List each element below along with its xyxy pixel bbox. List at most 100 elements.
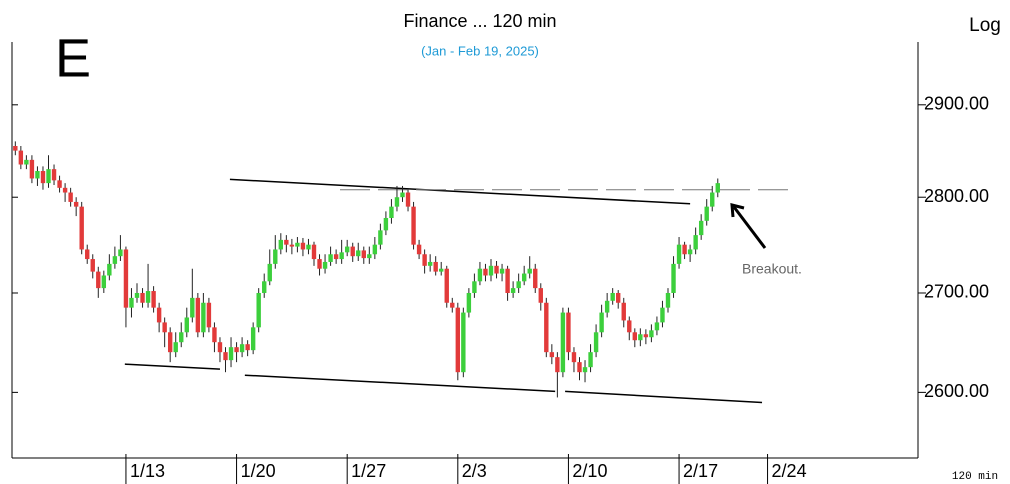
candle-body xyxy=(195,297,201,333)
candle-body xyxy=(24,159,29,165)
x-tick-label: 2/17 xyxy=(683,461,718,481)
candle-body xyxy=(234,347,239,353)
candle-body xyxy=(344,246,350,253)
scale-label: Log xyxy=(969,15,1001,36)
y-tick-label: 2700.00 xyxy=(924,282,989,302)
candle-body xyxy=(560,312,566,373)
x-tick-label: 2/24 xyxy=(772,461,807,481)
candle-body xyxy=(356,250,361,257)
candle-body xyxy=(57,180,62,188)
candle-body xyxy=(306,244,311,250)
candle-body xyxy=(427,261,433,266)
candle-body xyxy=(339,252,344,260)
candle-body xyxy=(638,334,643,341)
candle-body xyxy=(96,271,101,289)
candle-body xyxy=(156,307,162,323)
candle-body xyxy=(29,159,35,179)
y-tick-label: 2800.00 xyxy=(924,186,989,206)
candle-body xyxy=(389,206,394,218)
candle-body xyxy=(577,362,582,373)
candle-body xyxy=(289,244,295,247)
candle-body xyxy=(450,302,455,308)
x-tick-label: 2/10 xyxy=(572,461,607,481)
candle-body xyxy=(411,206,416,245)
candle-body xyxy=(190,297,195,318)
candle-body xyxy=(228,347,234,361)
candle-body xyxy=(704,206,709,221)
candle-body xyxy=(145,291,151,303)
candle-body xyxy=(129,297,134,308)
candle-body xyxy=(123,249,129,308)
candle-body xyxy=(62,187,68,193)
candle-body xyxy=(262,281,267,293)
y-tick-label: 2600.00 xyxy=(924,381,989,401)
candle-body xyxy=(35,171,40,179)
candle-body xyxy=(494,265,499,274)
x-tick-label: 1/27 xyxy=(351,461,386,481)
candle-body xyxy=(566,312,571,353)
candle-body xyxy=(510,288,516,293)
candle-body xyxy=(627,320,632,333)
candle-body xyxy=(416,244,422,255)
candle-body xyxy=(461,312,466,373)
chart-title: Finance ... 120 min xyxy=(403,11,556,31)
candle-body xyxy=(405,192,411,207)
candle-body xyxy=(173,342,178,353)
candle-body xyxy=(400,192,405,198)
candle-body xyxy=(544,302,549,353)
chart-subtitle: (Jan - Feb 19, 2025) xyxy=(421,43,539,58)
candle-body xyxy=(18,150,24,165)
candle-body xyxy=(549,352,555,358)
x-tick-label: 2/3 xyxy=(462,461,487,481)
candle-body xyxy=(361,250,366,259)
candle-body xyxy=(649,330,654,338)
candle-body xyxy=(278,239,284,250)
trendline xyxy=(229,178,691,205)
candle-body xyxy=(527,268,532,274)
candle-body xyxy=(671,263,676,293)
candle-body xyxy=(107,263,112,276)
candle-body xyxy=(85,249,90,260)
candle-body xyxy=(245,344,250,351)
candle-body xyxy=(367,254,372,259)
candle-body xyxy=(101,275,107,289)
candle-body xyxy=(212,327,217,343)
candle-body xyxy=(333,254,339,260)
candle-body xyxy=(444,268,449,303)
candle-body xyxy=(40,171,46,184)
candle-body xyxy=(217,342,223,353)
candle-body xyxy=(179,332,184,343)
annotation: Breakout. xyxy=(742,261,802,277)
candle-body xyxy=(687,249,693,255)
candle-body xyxy=(483,268,488,276)
candle-body xyxy=(521,273,527,282)
candle-body xyxy=(616,292,621,303)
trendline xyxy=(124,363,221,370)
trendline xyxy=(244,374,556,393)
panel-letter: E xyxy=(55,28,91,88)
candle-body xyxy=(273,249,278,264)
trendline xyxy=(565,390,763,404)
candle-body xyxy=(439,268,444,272)
candle-body xyxy=(593,332,599,353)
candle-body xyxy=(118,249,123,257)
candle-body xyxy=(350,246,355,257)
candle-body xyxy=(201,302,206,333)
candle-body xyxy=(571,352,577,363)
candle-body xyxy=(68,192,73,202)
candle-body xyxy=(206,302,212,328)
candle-body xyxy=(715,183,720,193)
candle-body xyxy=(223,352,228,361)
candle-body xyxy=(90,259,95,272)
candle-body xyxy=(654,322,660,331)
candle-body xyxy=(162,322,167,333)
candle-body xyxy=(488,265,494,276)
candle-body xyxy=(167,332,173,353)
candle-body xyxy=(466,292,472,313)
candle-body xyxy=(284,239,289,245)
candle-body xyxy=(184,317,189,333)
arrow-head xyxy=(730,203,745,218)
candle-body xyxy=(317,259,322,269)
annotation-arrow xyxy=(732,206,767,249)
candle-body xyxy=(140,292,145,303)
